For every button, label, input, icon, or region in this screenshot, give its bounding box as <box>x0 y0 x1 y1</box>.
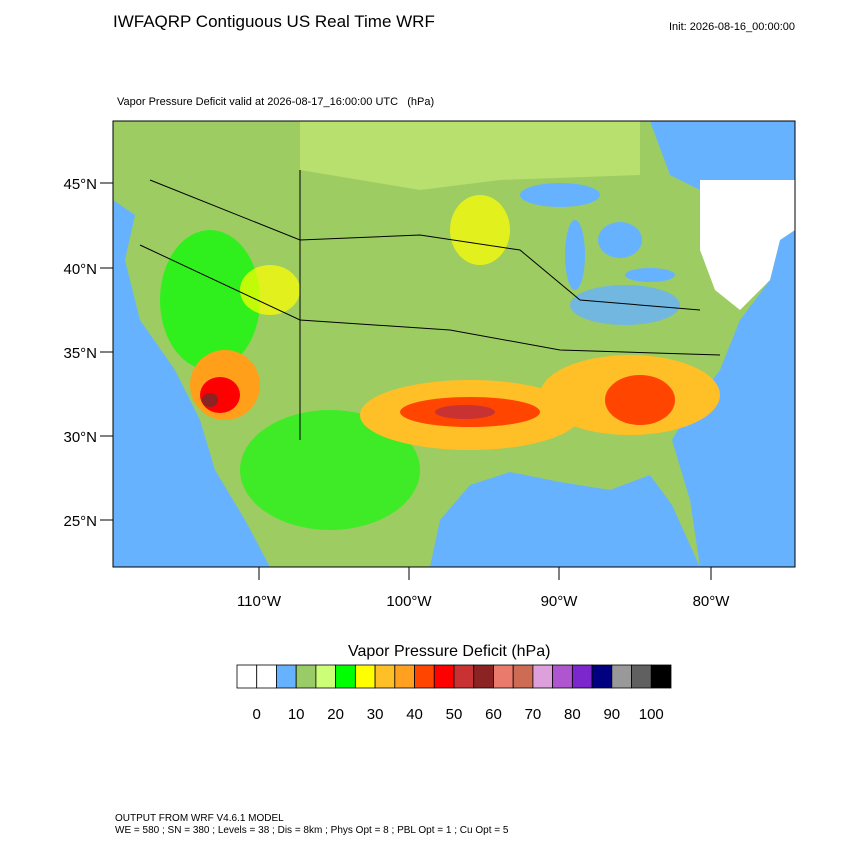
lat-label: 40°N <box>63 261 97 278</box>
colorbar-swatch <box>512 664 534 689</box>
utah-yellow <box>240 265 300 315</box>
lon-label: 100°W <box>386 593 432 610</box>
colorbar-label: 50 <box>446 706 463 723</box>
northeast-low <box>700 180 795 310</box>
colorbar-swatch <box>394 664 415 689</box>
colorbar-swatch <box>571 664 593 689</box>
colorbar-swatch <box>453 664 475 689</box>
colorbar-label: 90 <box>603 706 620 723</box>
colorbar-swatch <box>433 664 455 689</box>
lat-label: 45°N <box>63 176 97 193</box>
colorbar-swatch <box>631 664 652 689</box>
colorbar-swatch <box>611 664 632 689</box>
lon-label: 110°W <box>237 593 282 610</box>
colorbar-label: 40 <box>406 706 423 723</box>
colorbar-swatch <box>650 664 672 689</box>
canada-land <box>300 121 640 190</box>
title: IWFAQRP Contiguous US Real Time WRF <box>113 12 435 31</box>
lake-huron <box>598 222 642 258</box>
lon-label: 90°W <box>541 593 579 610</box>
colorbar-label: 80 <box>564 706 581 723</box>
plains-yellow <box>450 195 510 265</box>
atlantic-ocean <box>672 121 795 567</box>
arizona-darkred <box>202 393 218 407</box>
state-border <box>149 179 701 311</box>
colorbar-swatch <box>236 664 258 689</box>
colorbar-swatch <box>591 664 613 689</box>
colorbar-label: 10 <box>288 706 305 723</box>
lake-michigan <box>565 220 585 290</box>
map-frame <box>112 120 796 568</box>
colorbar-swatch <box>532 664 554 689</box>
mexico-green <box>240 410 420 530</box>
colorbar-swatch <box>374 664 396 689</box>
colorbar-swatch <box>493 664 514 689</box>
colorbar-swatch <box>335 664 356 689</box>
colorbar-swatch <box>414 664 435 689</box>
lon-label: 80°W <box>693 593 731 610</box>
texas-darkred <box>435 405 495 419</box>
lake-superior <box>520 183 600 207</box>
colorbar-label: 100 <box>639 706 664 723</box>
lat-label: 35°N <box>63 345 97 362</box>
georgia-red <box>605 375 675 425</box>
colorbar-swatch <box>256 664 277 689</box>
subtitle: Vapor Pressure Deficit valid at 2026-08-… <box>117 96 434 108</box>
colorbar-swatch <box>276 664 297 689</box>
footer-line: OUTPUT FROM WRF V4.6.1 MODEL <box>115 813 284 824</box>
colorbar-title: Vapor Pressure Deficit (hPa) <box>348 643 550 660</box>
colorbar-swatch <box>473 664 494 689</box>
colorbar-swatch <box>354 664 376 689</box>
colorbar-swatch <box>315 664 337 689</box>
footer-line: WE = 580 ; SN = 380 ; Levels = 38 ; Dis … <box>115 825 509 836</box>
gulf-of-mexico <box>430 472 700 567</box>
colorbar: 0 10 20 30 40 50 60 70 80 90 100 <box>236 664 672 723</box>
state-border <box>139 244 721 356</box>
colorbar-label: 0 <box>253 706 261 723</box>
west-green <box>160 230 260 370</box>
pacific-ocean <box>113 121 270 567</box>
lat-label: 30°N <box>63 429 97 446</box>
init-time: Init: 2026-08-16_00:00:00 <box>669 21 795 33</box>
colorbar-label: 20 <box>327 706 344 723</box>
lat-label: 25°N <box>63 513 97 530</box>
ohio-low <box>570 285 680 325</box>
map <box>113 121 795 567</box>
colorbar-label: 60 <box>485 706 502 723</box>
colorbar-swatch <box>552 664 573 689</box>
colorbar-label: 30 <box>367 706 384 723</box>
colorbar-swatch <box>295 664 317 689</box>
colorbar-label: 70 <box>525 706 542 723</box>
lake-erie <box>625 268 675 282</box>
